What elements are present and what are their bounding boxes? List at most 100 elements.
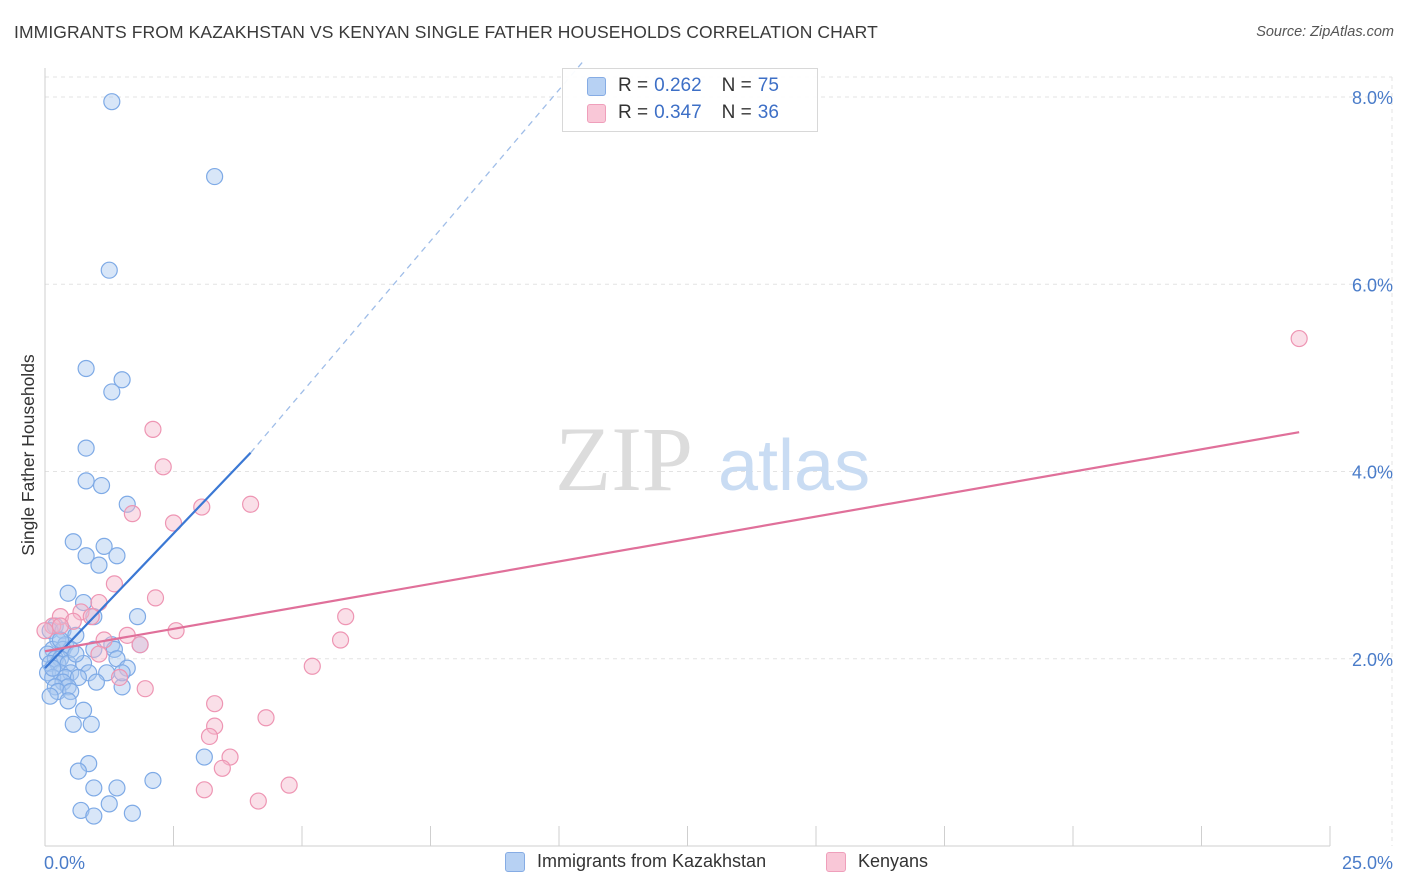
watermark: ZIP atlas bbox=[555, 408, 870, 510]
kenyans-point-12 bbox=[82, 608, 100, 626]
kenyans-point-32 bbox=[213, 759, 231, 777]
x-tick-label-min: 0.0% bbox=[44, 853, 85, 873]
kenyans-point-35 bbox=[249, 792, 267, 810]
kazakhstan-point-67 bbox=[100, 795, 118, 813]
kenyans-point-17 bbox=[167, 622, 185, 640]
kenyans-point-19 bbox=[337, 608, 355, 626]
r-label: R = bbox=[618, 102, 649, 123]
y-tick-label-3: 8.0% bbox=[1352, 88, 1393, 108]
legend-row-kazakhstan: R = 0.262 N = 75 bbox=[587, 74, 779, 98]
chart-title: IMMIGRANTS FROM KAZAKHSTAN VS KENYAN SIN… bbox=[14, 22, 878, 42]
x-tick-label-max: 25.0% bbox=[1342, 853, 1393, 873]
kazakhstan-point-70 bbox=[85, 807, 103, 825]
kazakhstan-point-4 bbox=[113, 371, 131, 389]
kenyans-point-33 bbox=[280, 776, 298, 794]
kazakhstan-point-69 bbox=[123, 804, 141, 822]
watermark-zip: ZIP bbox=[555, 408, 693, 510]
kazakhstan-point-14 bbox=[90, 556, 108, 574]
n-label: N = bbox=[721, 102, 752, 123]
kazakhstan-point-1 bbox=[206, 167, 224, 186]
kenyans-point-3 bbox=[242, 495, 260, 513]
kazakhstan-point-61 bbox=[195, 748, 213, 766]
kenyans-point-25 bbox=[110, 668, 129, 687]
legend-label-kenyans: Kenyans bbox=[858, 851, 929, 871]
axes bbox=[44, 68, 1331, 847]
kazakhstan-point-52 bbox=[59, 678, 77, 696]
legend-swatch-blue bbox=[505, 851, 525, 872]
kazakhstan-point-73 bbox=[44, 659, 62, 677]
kenyans-point-2 bbox=[154, 458, 172, 476]
legend-label-kazakhstan: Immigrants from Kazakhstan bbox=[537, 851, 767, 871]
kenyans-point-4 bbox=[193, 498, 211, 516]
n-label: N = bbox=[721, 75, 752, 96]
kazakhstan-point-0 bbox=[103, 93, 121, 111]
kazakhstan-point-18 bbox=[128, 608, 147, 626]
kenyans-point-30 bbox=[200, 727, 219, 746]
kazakhstan-point-9 bbox=[118, 495, 136, 513]
kazakhstan-point-74 bbox=[113, 664, 131, 682]
y-tick-label-1: 4.0% bbox=[1352, 463, 1393, 483]
stats-legend: R = 0.262 N = 75 R = 0.347 N = 36 bbox=[562, 68, 818, 132]
legend-item-kenyans: Kenyans bbox=[826, 851, 928, 872]
trend-line-kazakhstan-extension bbox=[250, 59, 586, 454]
legend-swatch-pink bbox=[826, 851, 846, 872]
kazakhstan-point-6 bbox=[77, 439, 95, 457]
kenyans-point-15 bbox=[51, 617, 70, 635]
kenyans-point-13 bbox=[64, 612, 82, 630]
r-label: R = bbox=[618, 75, 649, 96]
kazakhstan-point-13 bbox=[108, 547, 126, 565]
kazakhstan-point-58 bbox=[74, 701, 93, 719]
kenyans-point-24 bbox=[303, 657, 321, 675]
tick-labels: 2.0% 4.0% 6.0% 8.0% 0.0% 25.0% bbox=[44, 88, 1393, 873]
kazakhstan-point-64 bbox=[144, 771, 162, 790]
kenyans-point-8 bbox=[146, 589, 165, 607]
trend-line-kenyans bbox=[44, 431, 1300, 653]
kazakhstan-point-3 bbox=[77, 359, 95, 378]
kazakhstan-point-8 bbox=[92, 476, 111, 495]
kazakhstan-point-59 bbox=[64, 715, 82, 733]
kenyans-point-9 bbox=[90, 593, 108, 612]
legend-item-kazakhstan: Immigrants from Kazakhstan bbox=[505, 851, 766, 872]
gridlines bbox=[45, 76, 1393, 846]
kenyans-point-0 bbox=[1290, 329, 1308, 348]
kenyans-point-29 bbox=[206, 717, 224, 735]
kazakhstan-point-63 bbox=[69, 762, 88, 780]
r-value: 0.347 bbox=[654, 102, 702, 123]
n-value: 75 bbox=[757, 75, 779, 96]
kazakhstan-point-7 bbox=[77, 472, 95, 490]
kazakhstan-point-51 bbox=[46, 678, 64, 696]
kazakhstan-point-56 bbox=[41, 687, 59, 705]
kenyans-point-27 bbox=[206, 695, 224, 713]
legend-row-kenyans: R = 0.347 N = 36 bbox=[587, 101, 779, 125]
kazakhstan-point-5 bbox=[103, 383, 121, 401]
kazakhstan-point-65 bbox=[85, 779, 103, 797]
y-axis-label: Single Father Households bbox=[18, 354, 38, 556]
trend-lines bbox=[44, 59, 1300, 669]
source-label: Source: ZipAtlas.com bbox=[1256, 24, 1394, 40]
kazakhstan-point-60 bbox=[82, 715, 100, 733]
n-value: 36 bbox=[757, 102, 779, 123]
watermark-atlas: atlas bbox=[718, 426, 870, 506]
kazakhstan-point-2 bbox=[100, 261, 118, 279]
trend-line-kazakhstan bbox=[44, 452, 252, 669]
series-kenyans-points bbox=[36, 329, 1308, 810]
kazakhstan-point-50 bbox=[87, 673, 106, 691]
r-value: 0.262 bbox=[654, 75, 702, 96]
kazakhstan-point-57 bbox=[59, 692, 77, 710]
kenyans-point-28 bbox=[257, 709, 275, 727]
legend-swatch-blue bbox=[587, 76, 606, 96]
kazakhstan-point-72 bbox=[67, 645, 85, 663]
y-tick-label-0: 2.0% bbox=[1352, 650, 1393, 670]
kenyans-point-5 bbox=[123, 505, 141, 523]
kenyans-point-16 bbox=[36, 622, 54, 640]
kazakhstan-point-66 bbox=[108, 779, 126, 797]
kazakhstan-point-12 bbox=[77, 547, 95, 565]
kenyans-point-21 bbox=[131, 636, 149, 654]
kazakhstan-point-15 bbox=[59, 584, 77, 602]
kazakhstan-point-10 bbox=[64, 533, 82, 551]
kenyans-point-26 bbox=[136, 680, 154, 698]
kazakhstan-point-11 bbox=[95, 537, 113, 556]
kenyans-point-6 bbox=[164, 514, 183, 532]
kenyans-point-1 bbox=[144, 420, 162, 438]
